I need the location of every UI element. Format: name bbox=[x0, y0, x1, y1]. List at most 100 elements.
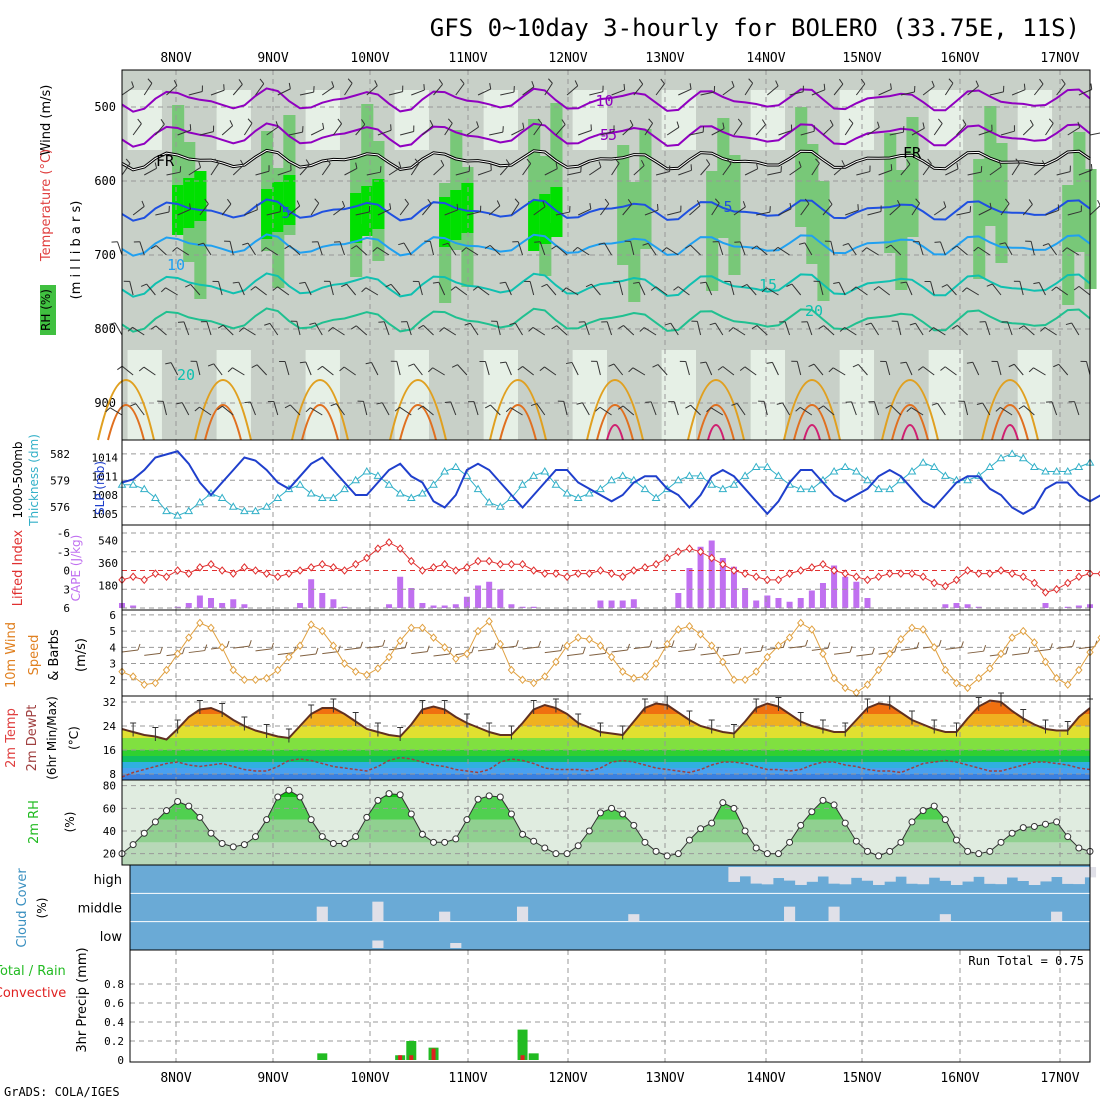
temp-band bbox=[122, 696, 1090, 702]
pressure-tick: 500 bbox=[94, 100, 116, 114]
rh-marker bbox=[920, 808, 926, 814]
rh-marker bbox=[1065, 834, 1071, 840]
li-marker bbox=[542, 570, 548, 577]
wind10-barb-flag bbox=[472, 647, 474, 653]
cape-bar bbox=[597, 601, 603, 609]
panel-frame bbox=[122, 525, 1090, 610]
top-date-label: 13NOV bbox=[645, 51, 684, 66]
rh-pale-band bbox=[951, 90, 963, 150]
rh-marker bbox=[931, 803, 937, 809]
wind10-barb-flag bbox=[694, 643, 696, 649]
li-marker bbox=[308, 564, 314, 571]
rh-tick: 80 bbox=[103, 780, 116, 793]
wind-speed-marker bbox=[586, 636, 592, 643]
cape-bar bbox=[965, 604, 971, 608]
rh-marker bbox=[876, 853, 882, 859]
rh-pale-band bbox=[684, 350, 696, 440]
thickness-marker bbox=[196, 499, 203, 505]
li-marker bbox=[987, 570, 993, 577]
wind10-barb-flag bbox=[316, 648, 318, 654]
top-date-label: 12NOV bbox=[548, 51, 587, 66]
cape-bar bbox=[853, 582, 859, 608]
cloud-high-clear bbox=[740, 867, 752, 876]
wind10-barb-flag bbox=[138, 644, 140, 650]
li-marker bbox=[809, 564, 815, 571]
cloud-high-clear bbox=[940, 867, 952, 881]
wind10-barb-flag bbox=[939, 640, 941, 646]
wind10-barb bbox=[434, 654, 450, 656]
li-marker bbox=[631, 567, 637, 574]
wind10-barb bbox=[322, 652, 338, 654]
li-marker bbox=[931, 580, 937, 587]
li-marker bbox=[330, 564, 336, 571]
li-marker bbox=[998, 567, 1004, 574]
precip-total-bar bbox=[529, 1053, 539, 1060]
li-marker bbox=[920, 573, 926, 580]
rh-marker bbox=[753, 845, 759, 851]
cape-bar bbox=[186, 603, 192, 608]
li-marker bbox=[264, 570, 270, 577]
wind10-barb-flag bbox=[183, 648, 185, 654]
li-marker bbox=[1054, 586, 1060, 593]
rh-marker bbox=[286, 787, 292, 793]
wind10-barb bbox=[233, 646, 249, 648]
chart-title: GFS 0~10day 3-hourly for BOLERO (33.75E,… bbox=[430, 14, 1080, 42]
cloud-high-clear bbox=[1029, 867, 1041, 885]
wind-speed-marker bbox=[353, 668, 359, 675]
cloud-row-label: middle bbox=[78, 902, 122, 917]
li-marker bbox=[431, 564, 437, 571]
rh-pale-band bbox=[128, 350, 140, 440]
precip-label-total: Total / Rain bbox=[0, 964, 66, 979]
precip-tick: 0.6 bbox=[104, 997, 124, 1010]
rh-marker bbox=[653, 848, 659, 854]
li-marker bbox=[497, 561, 503, 568]
rh-marker bbox=[809, 809, 815, 815]
wind-speed-marker bbox=[264, 675, 270, 682]
cloud-high-clear bbox=[1007, 867, 1019, 878]
wind-tick: 6 bbox=[109, 609, 116, 622]
li-marker bbox=[564, 573, 570, 580]
panel-label: (%) bbox=[35, 898, 49, 919]
rh-marker bbox=[308, 817, 314, 823]
rh-marker bbox=[842, 820, 848, 826]
wind-barb bbox=[118, 242, 122, 255]
thickness-marker bbox=[274, 494, 281, 500]
rh-tick: 20 bbox=[103, 848, 116, 861]
cape-bar bbox=[609, 601, 615, 609]
rh-marker bbox=[264, 817, 270, 823]
rh-marker bbox=[775, 851, 781, 857]
cape-bar bbox=[397, 577, 403, 608]
wind10-barb-flag bbox=[739, 648, 741, 654]
rh-marker bbox=[152, 819, 158, 825]
rh-pale-band bbox=[495, 350, 507, 440]
cloud-mid-patch bbox=[628, 914, 639, 922]
top-date-label: 16NOV bbox=[940, 51, 979, 66]
wind10-barb bbox=[656, 646, 672, 648]
cloud-mid-patch bbox=[1051, 912, 1062, 922]
wind10-barb bbox=[545, 651, 561, 653]
li-marker bbox=[887, 570, 893, 577]
li-marker bbox=[976, 570, 982, 577]
rh-marker bbox=[141, 830, 147, 836]
rh-marker bbox=[642, 839, 648, 845]
pressure-tick: 900 bbox=[94, 396, 116, 410]
rh-marker bbox=[453, 836, 459, 842]
cloud-high-clear bbox=[829, 867, 841, 884]
thickness-marker bbox=[619, 472, 626, 478]
li-marker bbox=[364, 555, 370, 562]
li-marker bbox=[965, 567, 971, 574]
thickness-marker bbox=[541, 468, 548, 474]
precip-label-conv: Convective bbox=[0, 986, 66, 1001]
rh-pale-band bbox=[139, 90, 151, 150]
rh-marker bbox=[1031, 823, 1037, 829]
wind10-barb-flag bbox=[717, 647, 719, 653]
bottom-date-label: 15NOV bbox=[842, 1071, 881, 1086]
contour-label: 5 bbox=[723, 198, 732, 216]
thickness-marker bbox=[308, 490, 315, 496]
rh-marker bbox=[686, 837, 692, 843]
thickness-marker bbox=[363, 468, 370, 474]
rh-pale-band bbox=[1018, 90, 1030, 150]
rh-marker bbox=[965, 848, 971, 854]
panel-label: SLP (mb) bbox=[93, 461, 107, 515]
rh-pale-band bbox=[573, 350, 585, 440]
